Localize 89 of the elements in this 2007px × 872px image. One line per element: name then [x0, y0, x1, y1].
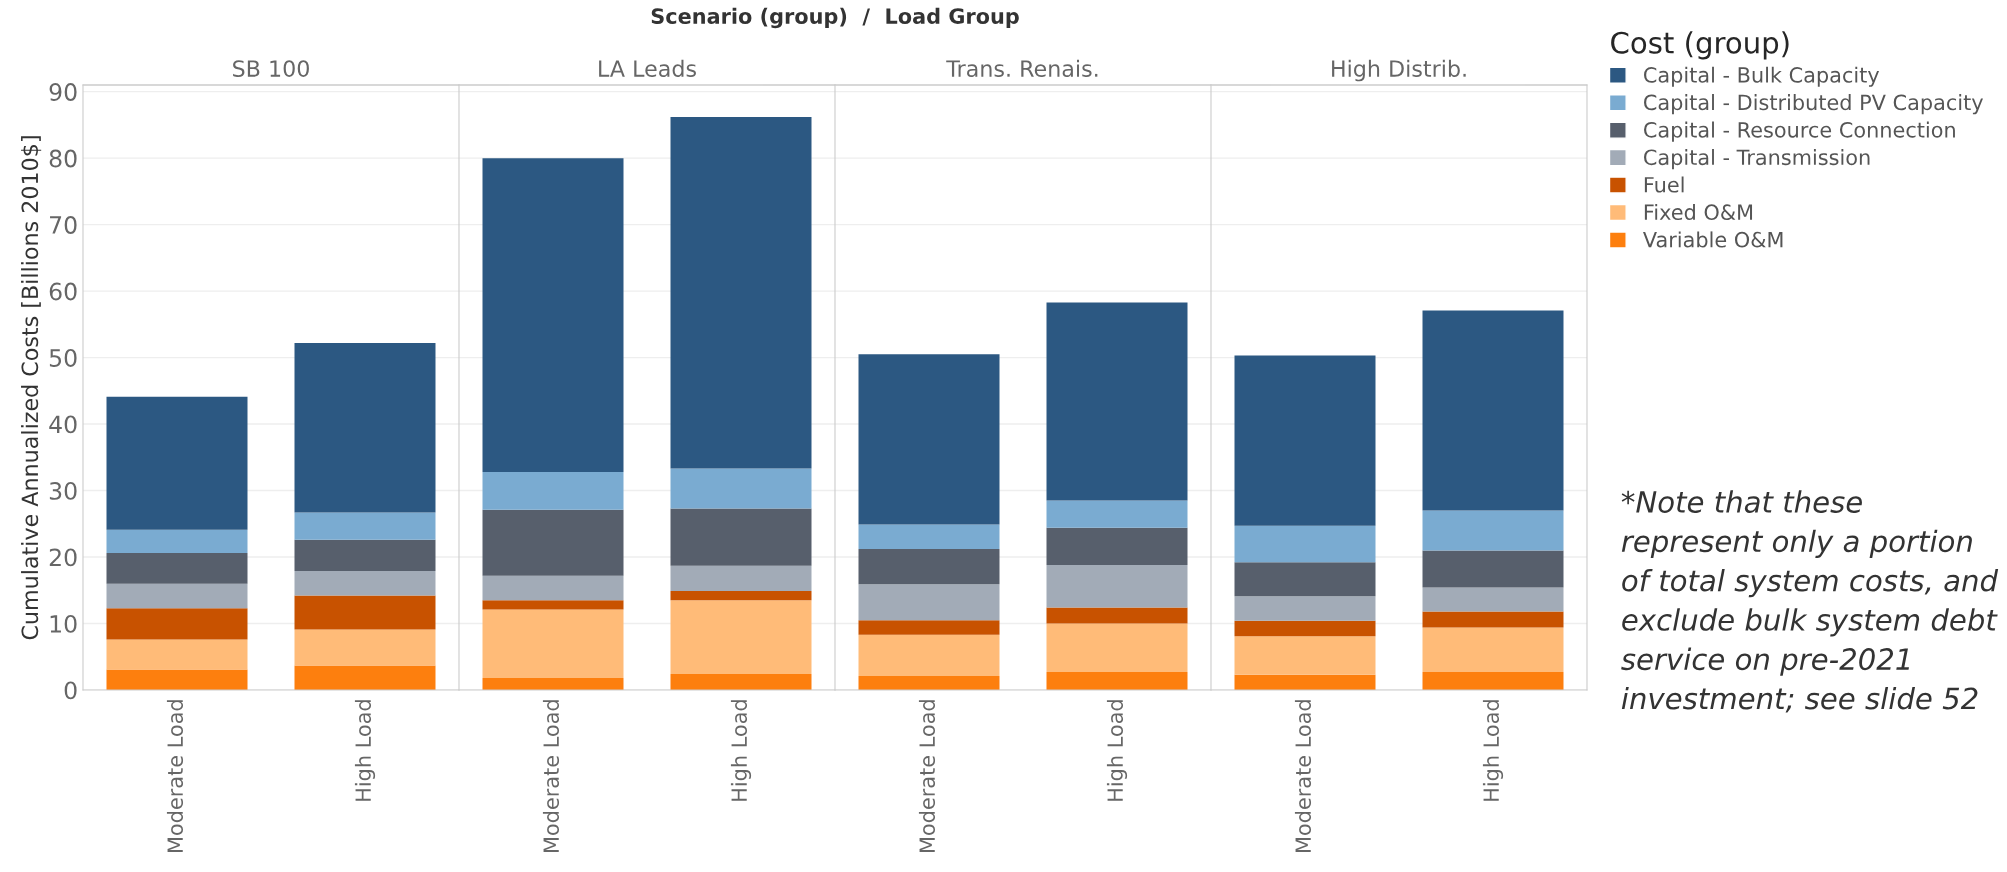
bar: [1422, 611, 1564, 628]
bar: [1234, 562, 1376, 597]
bar: [106, 583, 248, 609]
bar: [294, 595, 436, 630]
bar: [858, 524, 1000, 550]
y-tick-label: 50: [49, 349, 77, 367]
bar: [670, 565, 812, 591]
bar: [670, 600, 812, 675]
chart-title: Trans. Renais.: [946, 59, 1098, 77]
bar: [858, 584, 1000, 621]
y-tick-label: 0: [64, 681, 77, 700]
bar: [1234, 636, 1376, 675]
x-tick-label: High Load: [730, 700, 752, 801]
bar: [482, 509, 624, 576]
bar: [1046, 623, 1188, 673]
x-tick-label: Moderate Load: [918, 700, 936, 852]
bar: [670, 116, 812, 469]
legend-title: Cost (group): [1611, 31, 1789, 60]
bar: [1234, 620, 1376, 637]
y-axis-title: Cumulative Annualized Costs [Billions 2010$]: [21, 136, 42, 640]
chart-title: SB 100: [233, 60, 309, 77]
bar: [106, 529, 248, 554]
bar: [1422, 627, 1564, 673]
bar: [482, 158, 624, 472]
bar: [858, 354, 1000, 525]
x-tick-label: High Load: [354, 700, 376, 801]
bar: [1422, 510, 1564, 551]
bar: [1234, 596, 1376, 621]
bar: [294, 629, 436, 666]
bar: [294, 570, 436, 596]
bar: [1046, 527, 1188, 566]
bar: [106, 553, 248, 584]
bar: [482, 575, 624, 601]
y-tick-label: 90: [49, 83, 77, 101]
y-tick-label: 80: [49, 149, 77, 168]
bar: [294, 539, 436, 571]
x-tick-label: Moderate Load: [166, 700, 184, 852]
y-tick-label: 60: [49, 282, 77, 301]
x-tick-label: High Load: [1482, 700, 1504, 801]
bar: [482, 600, 624, 610]
bar: [294, 665, 436, 690]
legend-label: Capital - Distributed PV Capacity: [1644, 94, 1983, 115]
bar: [1422, 550, 1564, 588]
bar: [482, 678, 624, 690]
text: Scenario (group) / Load Group: [651, 7, 1019, 29]
bar: [482, 609, 624, 679]
legend-label: Variable O&M: [1643, 231, 1783, 248]
legend-label: Fixed O&M: [1644, 203, 1753, 221]
y-tick-label: 10: [50, 614, 77, 633]
bar: [1046, 500, 1188, 528]
bar: [1422, 310, 1564, 511]
bar: [106, 396, 248, 530]
bar: [482, 471, 624, 510]
bar: [670, 468, 812, 509]
text: *Note that these represent only a portion of total system costs, and exclude bulk system debt service on pre-2021 investment; see slide 52: [1621, 490, 1999, 713]
y-tick-label: 20: [49, 548, 77, 567]
y-tick-label: 40: [49, 415, 77, 434]
bar: [1234, 525, 1376, 563]
bar: [1234, 355, 1376, 526]
x-tick-label: Moderate Load: [1294, 700, 1312, 852]
bar: [858, 634, 1000, 677]
bar: [1046, 672, 1188, 690]
bar: [670, 508, 812, 566]
bar: [294, 512, 436, 540]
bar: [670, 590, 812, 601]
x-tick-label: High Load: [1106, 700, 1128, 801]
bar: [106, 608, 248, 640]
legend-label: Capital - Transmission: [1644, 149, 1870, 170]
bar: [294, 342, 436, 513]
bar: [858, 676, 1000, 690]
bar: [1422, 587, 1564, 612]
bar: [1046, 565, 1188, 608]
x-tick-label: Moderate Load: [542, 700, 560, 852]
legend-label: Capital - Resource Connection: [1644, 121, 1955, 142]
bar: [858, 549, 1000, 585]
bar: [106, 639, 248, 670]
legend-label: Capital - Bulk Capacity: [1644, 66, 1880, 87]
y-tick-label: 70: [50, 216, 77, 234]
chart-title: LA Leads: [599, 59, 696, 77]
y-tick-label: 30: [49, 482, 77, 500]
chart-title: High Distrib.: [1332, 59, 1466, 82]
bar: [106, 669, 248, 690]
bar: [1046, 302, 1188, 501]
bar: [1234, 674, 1376, 690]
bar: [670, 674, 812, 690]
bar: [1422, 672, 1564, 690]
bar: [858, 620, 1000, 635]
bar: [1046, 607, 1188, 624]
legend-label: Fuel: [1644, 176, 1684, 193]
